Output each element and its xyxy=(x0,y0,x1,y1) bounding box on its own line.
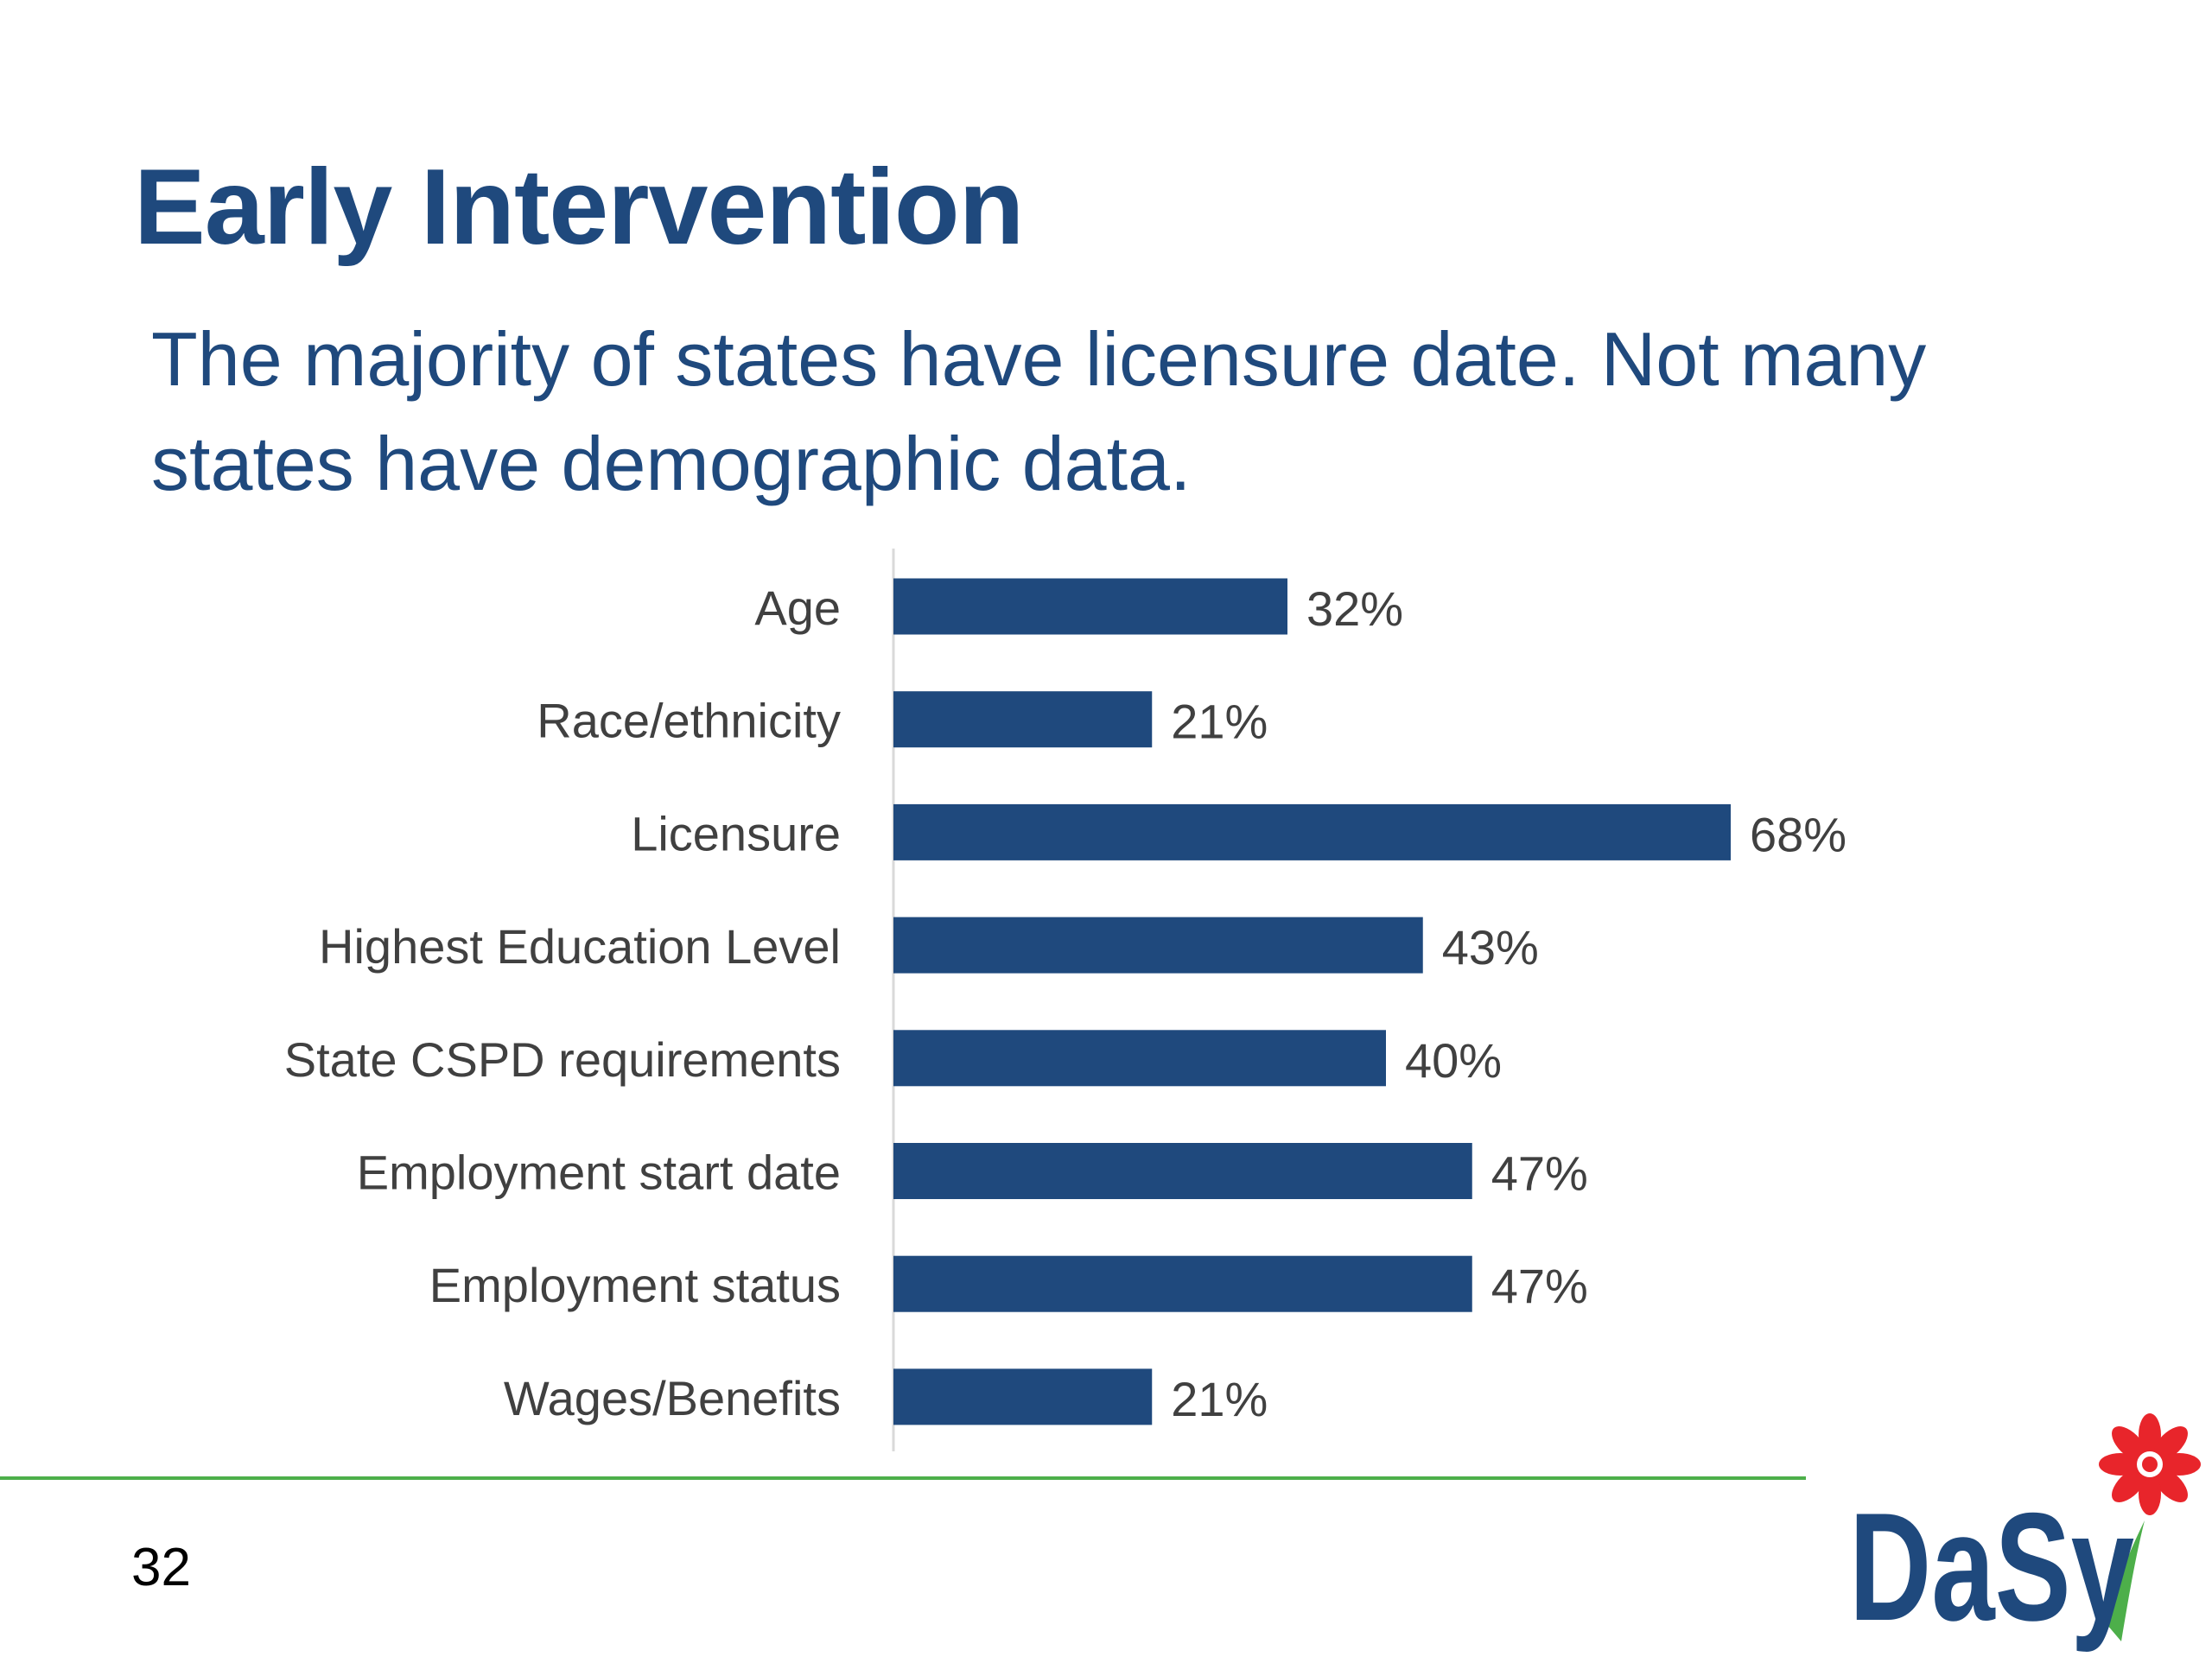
data-label: 21% xyxy=(1171,695,1268,749)
category-label: Race/ethnicity xyxy=(537,694,841,748)
category-label: Wages/Benefits xyxy=(504,1371,841,1425)
data-label: 47% xyxy=(1491,1146,1588,1201)
category-label: Employment start date xyxy=(357,1146,841,1200)
slide-subtitle: The majority of states have licensure da… xyxy=(151,316,1927,506)
bar xyxy=(893,803,1731,860)
category-label: Employment status xyxy=(429,1258,841,1312)
logo-text: DaSy xyxy=(1849,1481,2134,1653)
data-label: 21% xyxy=(1171,1372,1268,1426)
leaf-icon xyxy=(2107,1520,2145,1641)
bar xyxy=(893,917,1423,974)
slide-number: 32 xyxy=(131,1538,191,1597)
category-label: Licensure xyxy=(631,806,841,860)
bar xyxy=(893,1255,1472,1312)
data-label: 43% xyxy=(1442,920,1539,974)
bar xyxy=(893,578,1287,635)
footer-divider xyxy=(0,1476,1806,1480)
bar xyxy=(893,691,1153,748)
data-label: 32% xyxy=(1306,581,1403,636)
data-label: 68% xyxy=(1750,807,1847,861)
category-label: Highest Education Level xyxy=(319,919,841,974)
bar xyxy=(893,1368,1153,1425)
dasy-logo: DaSy xyxy=(1832,1382,2212,1659)
category-label: State CSPD requirements xyxy=(284,1032,841,1087)
slide-title: Early Intervention xyxy=(134,148,1024,267)
data-label: 40% xyxy=(1405,1033,1502,1088)
bar xyxy=(893,1030,1386,1087)
flower-icon xyxy=(2099,1413,2201,1515)
bar xyxy=(893,1143,1472,1199)
category-label: Age xyxy=(754,581,841,635)
data-label: 47% xyxy=(1491,1259,1588,1313)
